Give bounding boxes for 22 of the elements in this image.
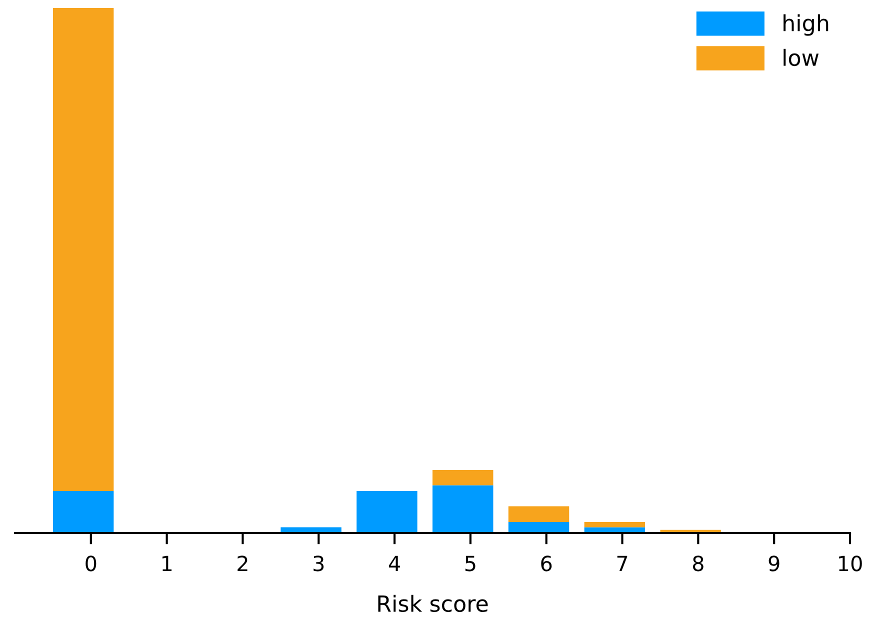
x-tick-label: 0 xyxy=(86,556,96,572)
x-tick-label: 1 xyxy=(162,556,172,572)
bar xyxy=(584,522,646,528)
legend-label: low xyxy=(784,48,819,66)
x-tick-label: 8 xyxy=(692,556,704,572)
x-tick-label: 6 xyxy=(541,556,552,572)
x-tick-label: 9 xyxy=(768,556,780,572)
bar xyxy=(52,491,114,533)
x-tick-label: 7 xyxy=(617,556,628,572)
bar xyxy=(432,485,494,533)
bar xyxy=(508,506,570,522)
bar xyxy=(508,522,570,533)
x-tick-label: 3 xyxy=(314,556,324,572)
x-axis-title: Risk score xyxy=(378,594,488,612)
x-tick-label: 5 xyxy=(465,556,476,572)
legend-label: high xyxy=(784,14,828,36)
bar xyxy=(432,470,494,486)
x-tick-label: 2 xyxy=(238,556,248,572)
x-tick-label: 10 xyxy=(839,556,862,572)
x-tick-label: 4 xyxy=(388,556,400,572)
bar xyxy=(52,8,114,491)
bar xyxy=(356,491,418,533)
